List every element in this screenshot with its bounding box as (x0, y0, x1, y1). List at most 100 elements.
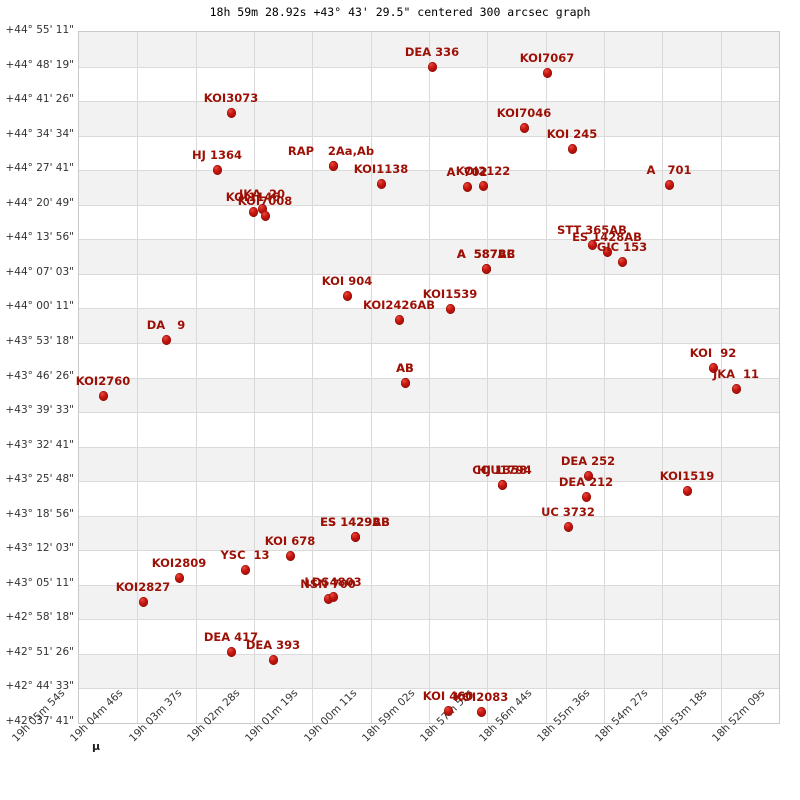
star-marker[interactable] (462, 182, 472, 192)
star-label: COU1794 (472, 463, 532, 477)
star-marker[interactable] (328, 592, 338, 602)
star-marker[interactable] (138, 597, 148, 607)
y-tick-label: +43° 18' 56" (5, 507, 74, 520)
star-marker[interactable] (664, 180, 674, 190)
star-marker[interactable] (212, 165, 222, 175)
star-label: KOI1519 (659, 469, 715, 483)
star-marker[interactable] (342, 291, 352, 301)
star-marker[interactable] (581, 492, 591, 502)
gridline-vertical (546, 32, 547, 723)
star-marker[interactable] (328, 161, 338, 171)
star-marker[interactable] (476, 707, 486, 717)
star-label: KOI 904 (321, 274, 373, 288)
gridline-vertical (254, 32, 255, 723)
star-label: AB (396, 361, 414, 375)
gridline-vertical (604, 32, 605, 723)
star-label: JKA 11 (712, 367, 760, 381)
y-tick-label: +43° 05' 11" (5, 576, 74, 589)
star-label: KOI1138 (353, 162, 409, 176)
star-label: ES 1429AB (320, 515, 390, 529)
y-tick-label: +44° 20' 49" (5, 196, 74, 209)
star-marker[interactable] (481, 264, 491, 274)
chart-title: 18h 59m 28.92s +43° 43' 29.5" centered 3… (209, 5, 591, 19)
star-label: LDS4803 (304, 575, 362, 589)
star-marker[interactable] (226, 647, 236, 657)
star-marker[interactable] (443, 706, 453, 716)
y-tick-label: +43° 53' 18" (5, 334, 74, 347)
star-label: NSN 700 (300, 577, 356, 591)
star-marker[interactable] (394, 315, 404, 325)
y-tick-label: +42° 51' 26" (5, 645, 74, 658)
y-tick-label: +43° 46' 26" (5, 369, 74, 382)
star-marker[interactable] (478, 181, 488, 191)
star-marker[interactable] (323, 594, 333, 604)
y-tick-label: +44° 34' 34" (5, 127, 74, 140)
star-label: STT 365AB (557, 223, 627, 237)
star-marker[interactable] (350, 532, 360, 542)
star-marker[interactable] (174, 573, 184, 583)
star-marker[interactable] (240, 565, 250, 575)
gridline-vertical (662, 32, 663, 723)
axis-mu-mark: μ (92, 740, 101, 753)
star-marker[interactable] (161, 335, 171, 345)
star-marker[interactable] (285, 551, 295, 561)
star-marker[interactable] (587, 240, 597, 250)
star-label: DEA 336 (404, 45, 460, 59)
star-label: KOI2827 (115, 580, 171, 594)
star-label: ES 1429BB (320, 515, 390, 529)
star-label: A 702 (446, 165, 488, 179)
star-label: KOI2426AB (362, 298, 436, 312)
star-marker[interactable] (731, 384, 741, 394)
star-label: A 587BC (456, 247, 516, 261)
star-marker[interactable] (708, 363, 718, 373)
plot-area[interactable] (78, 31, 780, 724)
star-marker[interactable] (427, 62, 437, 72)
star-marker[interactable] (376, 179, 386, 189)
star-marker[interactable] (542, 68, 552, 78)
gridline-vertical (429, 32, 430, 723)
star-label: HJ 1364 (192, 148, 242, 162)
y-tick-label: +44° 07' 03" (5, 265, 74, 278)
star-label: KOI7046 (496, 106, 552, 120)
star-marker[interactable] (445, 304, 455, 314)
star-marker[interactable] (257, 204, 267, 214)
star-marker[interactable] (497, 480, 507, 490)
star-marker[interactable] (248, 207, 258, 217)
star-marker[interactable] (682, 486, 692, 496)
gridline-vertical (312, 32, 313, 723)
star-marker[interactable] (617, 257, 627, 267)
star-label: 2Aa,Ab (327, 144, 375, 158)
gridline-vertical (487, 32, 488, 723)
gridline-vertical (196, 32, 197, 723)
star-label: AB (396, 361, 414, 375)
star-label: KOI1539 (422, 287, 478, 301)
star-marker[interactable] (226, 108, 236, 118)
star-marker[interactable] (260, 211, 270, 221)
star-label: KOI3073 (203, 91, 259, 105)
star-label: KOI 678 (264, 534, 316, 548)
star-label: DEA 252 (560, 454, 616, 468)
y-tick-label: +44° 48' 19" (5, 58, 74, 71)
star-label: DA 9 (146, 318, 186, 332)
y-axis-tick-labels: +44° 55' 11" +44° 48' 19" +44° 41' 26" +44°… (0, 0, 74, 800)
star-marker[interactable] (400, 378, 410, 388)
star-marker[interactable] (519, 123, 529, 133)
y-tick-label: +42° 44' 33" (5, 680, 74, 693)
star-label: JKA 20 (238, 187, 286, 201)
star-label: HJ 1358 (477, 463, 527, 477)
y-tick-label: +44° 27' 41" (5, 162, 74, 175)
star-marker[interactable] (563, 522, 573, 532)
star-label: DEA 393 (245, 638, 301, 652)
y-tick-label: +44° 13' 56" (5, 231, 74, 244)
star-marker[interactable] (98, 391, 108, 401)
y-tick-label: +44° 55' 11" (5, 24, 74, 36)
star-marker[interactable] (268, 655, 278, 665)
star-marker[interactable] (567, 144, 577, 154)
star-label: RAP (287, 144, 315, 158)
y-tick-label: +42° 58' 18" (5, 611, 74, 624)
star-marker[interactable] (602, 247, 612, 257)
y-tick-label: +43° 39' 33" (5, 404, 74, 417)
star-label: KOI7008 (237, 194, 293, 208)
star-label: A 701 (646, 163, 692, 177)
star-marker[interactable] (583, 471, 593, 481)
